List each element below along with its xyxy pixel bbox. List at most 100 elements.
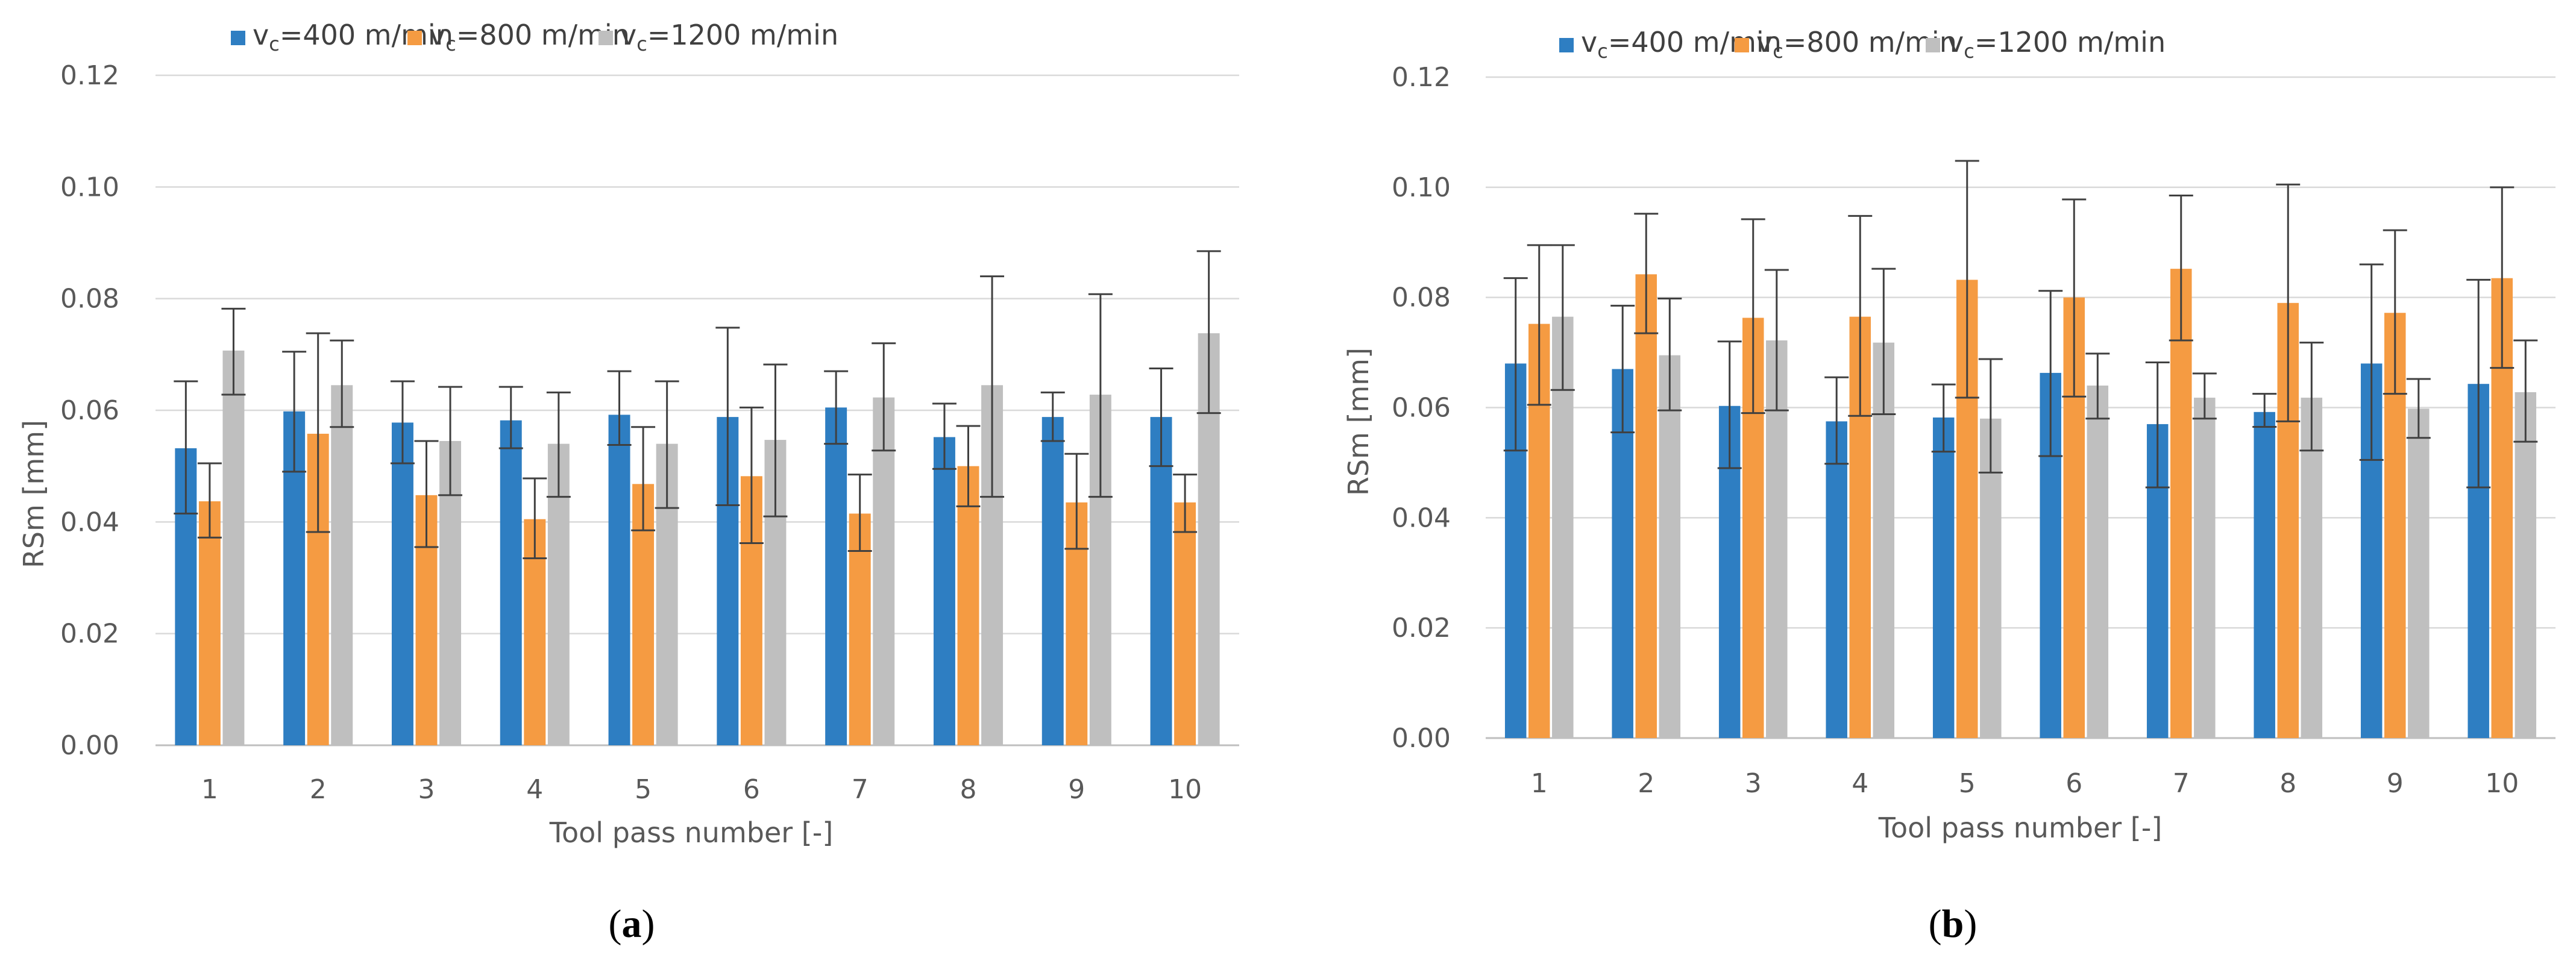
bar [331, 385, 353, 745]
legend-swatch [1735, 38, 1749, 52]
error-bar [715, 327, 740, 507]
x-tick-label: 10 [1168, 774, 1202, 805]
error-bar [1527, 244, 1551, 406]
bar [2254, 412, 2275, 738]
error-bar [197, 462, 222, 539]
panel-caption-b: (b) [1929, 902, 1978, 946]
error-bar [1196, 250, 1221, 415]
x-tick-label: 6 [743, 774, 760, 805]
bar [1932, 417, 1955, 738]
legend-swatch [1559, 38, 1574, 52]
panel-label-a: a [622, 902, 642, 946]
bars [175, 333, 1220, 745]
error-bar [980, 275, 1005, 498]
error-bar [1741, 218, 1765, 415]
y-tick-label: 0.00 [60, 730, 119, 761]
y-tick-label: 0.08 [60, 284, 119, 315]
error-bar [847, 474, 872, 552]
x-tick-labels: 1 2 3 4 5 6 7 8 9 10 [1531, 768, 2519, 799]
y-tick-labels: 0.00 0.02 0.04 0.06 0.08 0.10 0.12 [60, 60, 119, 761]
x-tick-label: 5 [1959, 768, 1976, 799]
y-tick-label: 0.12 [1392, 62, 1451, 93]
x-tick-label: 6 [2066, 768, 2082, 799]
bar [2194, 398, 2216, 738]
legend-item: vc=400 m/min [231, 19, 453, 55]
x-axis-title: Tool pass number [-] [1878, 812, 2163, 844]
error-bar [1173, 474, 1198, 533]
x-tick-label: 5 [635, 774, 652, 805]
y-axis-title: RSm [mm] [17, 420, 50, 568]
y-axis-title: RSm [mm] [1342, 348, 1375, 496]
error-bar [1610, 304, 1635, 434]
y-tick-labels: 0.00 0.02 0.04 0.06 0.08 0.10 0.12 [1392, 62, 1451, 754]
error-bar [607, 370, 632, 446]
bar [1174, 502, 1196, 745]
error-bar [1064, 452, 1089, 550]
error-bar [2466, 278, 2491, 489]
x-axis-title: Tool pass number [-] [549, 816, 834, 849]
error-bar [1634, 213, 1659, 334]
chart-panel-a: 0.00 0.02 0.04 0.06 0.08 0.10 0.12 1 2 3 4 5 6 7 8 9 10… [17, 19, 1239, 946]
legend-swatch [598, 31, 613, 45]
error-bar [956, 425, 981, 507]
bar [2515, 392, 2537, 738]
error-bar [2276, 183, 2301, 422]
error-bar [824, 370, 849, 445]
legend-item: vc=400 m/min [1559, 26, 1782, 63]
error-bars [174, 250, 1221, 560]
x-tick-label: 1 [201, 774, 218, 805]
y-tick-label: 0.04 [1392, 502, 1451, 533]
y-tick-label: 0.02 [60, 619, 119, 649]
error-bar [330, 339, 354, 428]
error-bar [872, 342, 896, 452]
panel-label-b: b [1942, 902, 1964, 946]
y-tick-label: 0.04 [60, 507, 119, 537]
x-tick-label: 3 [1745, 768, 1762, 799]
error-bar [631, 426, 656, 531]
x-tick-label: 1 [1531, 768, 1548, 799]
error-bar [932, 402, 957, 470]
bar [198, 501, 221, 745]
bar [1826, 421, 1847, 738]
error-bar [2062, 198, 2087, 398]
bar [2301, 398, 2323, 738]
error-bar [221, 307, 246, 396]
error-bar [2513, 339, 2538, 443]
bar [500, 420, 522, 745]
y-tick-label: 0.10 [1392, 172, 1451, 203]
x-tick-label: 8 [960, 774, 977, 805]
x-tick-label: 10 [2485, 768, 2519, 799]
error-bar [546, 391, 571, 498]
legend-label: vc=1200 m/min [620, 19, 838, 55]
x-tick-labels: 1 2 3 4 5 6 7 8 9 10 [201, 774, 1202, 805]
bar [933, 437, 955, 745]
x-tick-label: 7 [852, 774, 869, 805]
error-bar [739, 406, 764, 545]
error-bar [2359, 263, 2384, 461]
error-bar [1848, 214, 1873, 417]
error-bar [1955, 160, 1979, 399]
bar [849, 513, 871, 745]
error-bar [1871, 268, 1896, 415]
x-tick-label: 9 [2387, 768, 2404, 799]
y-tick-label: 0.06 [1392, 393, 1451, 424]
error-bar [414, 440, 439, 548]
y-tick-label: 0.12 [60, 60, 119, 91]
error-bar [1040, 391, 1065, 442]
bar [1150, 417, 1172, 745]
error-bar [2145, 361, 2170, 489]
error-bar [1978, 358, 2003, 474]
error-bar [2490, 186, 2515, 369]
error-bar [1824, 376, 1849, 465]
error-bar [2038, 290, 2063, 457]
error-bar [2192, 372, 2217, 420]
error-bar [1764, 269, 1789, 412]
panel-caption-a: (a) [609, 902, 655, 946]
x-tick-label: 9 [1068, 774, 1085, 805]
y-tick-label: 0.00 [1392, 723, 1451, 754]
bar [608, 415, 630, 745]
bar [2408, 408, 2430, 738]
bar [2170, 269, 2192, 738]
